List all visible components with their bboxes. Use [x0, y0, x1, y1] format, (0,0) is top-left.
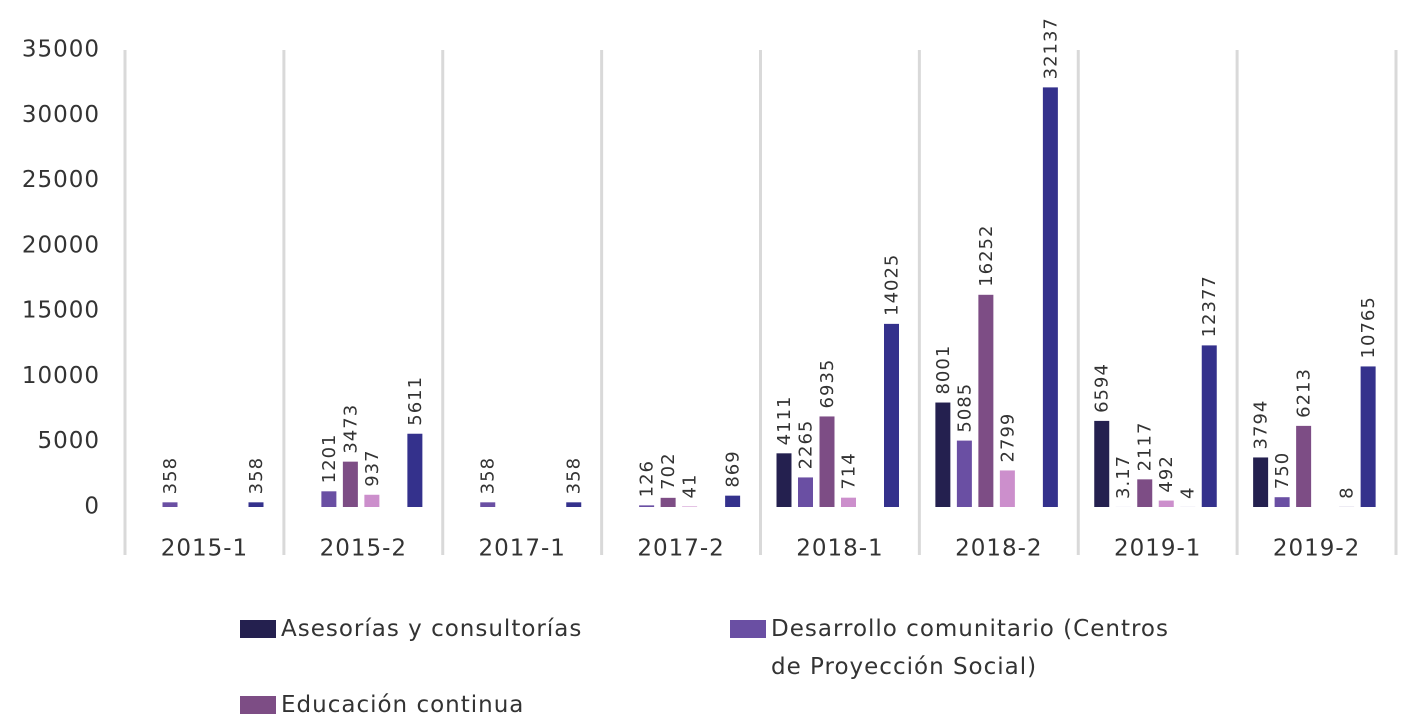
value-label: 8 [1337, 486, 1358, 498]
bar [777, 453, 792, 507]
value-label: 16252 [976, 225, 997, 287]
bar [884, 324, 899, 507]
bar [249, 502, 264, 507]
value-label: 3473 [340, 404, 361, 454]
value-label: 492 [1156, 455, 1177, 492]
value-label: 8001 [933, 345, 954, 395]
value-label: 3794 [1251, 400, 1272, 450]
y-tick-label: 0 [84, 494, 100, 520]
value-label: 41 [680, 474, 701, 499]
value-label: 10765 [1358, 296, 1379, 358]
chart: 0 5000 10000 15000 20000 25000 30000 35000 2015-… [0, 0, 1407, 600]
bar [639, 505, 654, 507]
value-label: 6594 [1092, 363, 1113, 413]
value-label: 2799 [997, 413, 1018, 463]
bar [407, 434, 422, 507]
x-tick-label: 2019-1 [1114, 536, 1201, 562]
bar [343, 462, 358, 507]
bar [820, 416, 835, 507]
bar [841, 498, 856, 507]
legend-item: Desarrollo comunitario (Centros de Proye… [730, 610, 1220, 686]
x-tick-label: 2018-2 [955, 536, 1042, 562]
bar [798, 477, 813, 507]
value-label: 5085 [954, 383, 975, 433]
x-tick-label: 2015-2 [320, 536, 407, 562]
bar [1253, 457, 1268, 507]
value-label: 126 [637, 460, 658, 497]
legend-label: Desarrollo comunitario (Centros de Proye… [771, 610, 1171, 686]
y-tick-label: 25000 [22, 167, 100, 193]
legend-swatch [730, 620, 766, 638]
bar [1159, 501, 1174, 507]
bar [978, 295, 993, 507]
bar [935, 403, 950, 507]
legend-item: Educación continua [240, 686, 730, 724]
value-label: 358 [564, 457, 585, 494]
bar [682, 506, 697, 507]
value-label: 4111 [774, 396, 795, 446]
x-tick-label: 2015-1 [161, 536, 248, 562]
value-label: 12377 [1199, 275, 1220, 337]
legend-swatch [240, 620, 276, 638]
value-label: 3.17 [1113, 455, 1134, 499]
x-tick-label: 2018-1 [796, 536, 883, 562]
legend-label: Educación continua [281, 686, 681, 724]
bar [321, 491, 336, 507]
bar [1137, 479, 1152, 507]
value-label: 714 [839, 452, 860, 489]
bar [725, 496, 740, 507]
value-label: 4 [1178, 486, 1199, 498]
value-label: 1201 [319, 434, 340, 484]
y-tick-label: 15000 [22, 298, 100, 324]
value-label: 14025 [882, 254, 903, 316]
bar [1296, 426, 1311, 507]
value-label: 937 [362, 449, 383, 486]
y-tick-label: 30000 [22, 102, 100, 128]
value-label: 358 [160, 457, 181, 494]
value-label: 869 [723, 450, 744, 487]
value-label: 2265 [796, 420, 817, 470]
x-tick-label: 2019-2 [1273, 536, 1360, 562]
bar [566, 502, 581, 507]
bar [957, 441, 972, 507]
bar [1043, 87, 1058, 507]
x-tick-label: 2017-2 [637, 536, 724, 562]
y-tick-label: 20000 [22, 232, 100, 258]
value-label: 2117 [1135, 422, 1156, 472]
value-label: 6935 [817, 359, 838, 409]
bar [1000, 470, 1015, 507]
value-label: 702 [658, 452, 679, 489]
legend: Asesorías y consultorías Desarrollo comun… [240, 610, 1240, 724]
bar [1275, 497, 1290, 507]
x-tick-label: 2017-1 [478, 536, 565, 562]
value-label: 32137 [1040, 17, 1061, 79]
legend-label: Asesorías y consultorías [281, 610, 681, 648]
bar [480, 502, 495, 507]
legend-item: Asesorías y consultorías [240, 610, 730, 686]
bar [163, 502, 178, 507]
bar [1202, 345, 1217, 507]
y-tick-label: 10000 [22, 363, 100, 389]
value-label: 5611 [405, 376, 426, 426]
value-label: 358 [478, 457, 499, 494]
value-label: 358 [246, 457, 267, 494]
bar [1361, 366, 1376, 507]
value-label: 6213 [1294, 368, 1315, 418]
page: {"chart_data": {"type": "bar", "categori… [0, 0, 1407, 681]
y-tick-label: 35000 [22, 37, 100, 63]
legend-swatch [240, 696, 276, 714]
bar [364, 495, 379, 507]
bar [1094, 421, 1109, 507]
bar [661, 498, 676, 507]
value-label: 750 [1272, 452, 1293, 489]
y-tick-label: 5000 [37, 428, 100, 454]
